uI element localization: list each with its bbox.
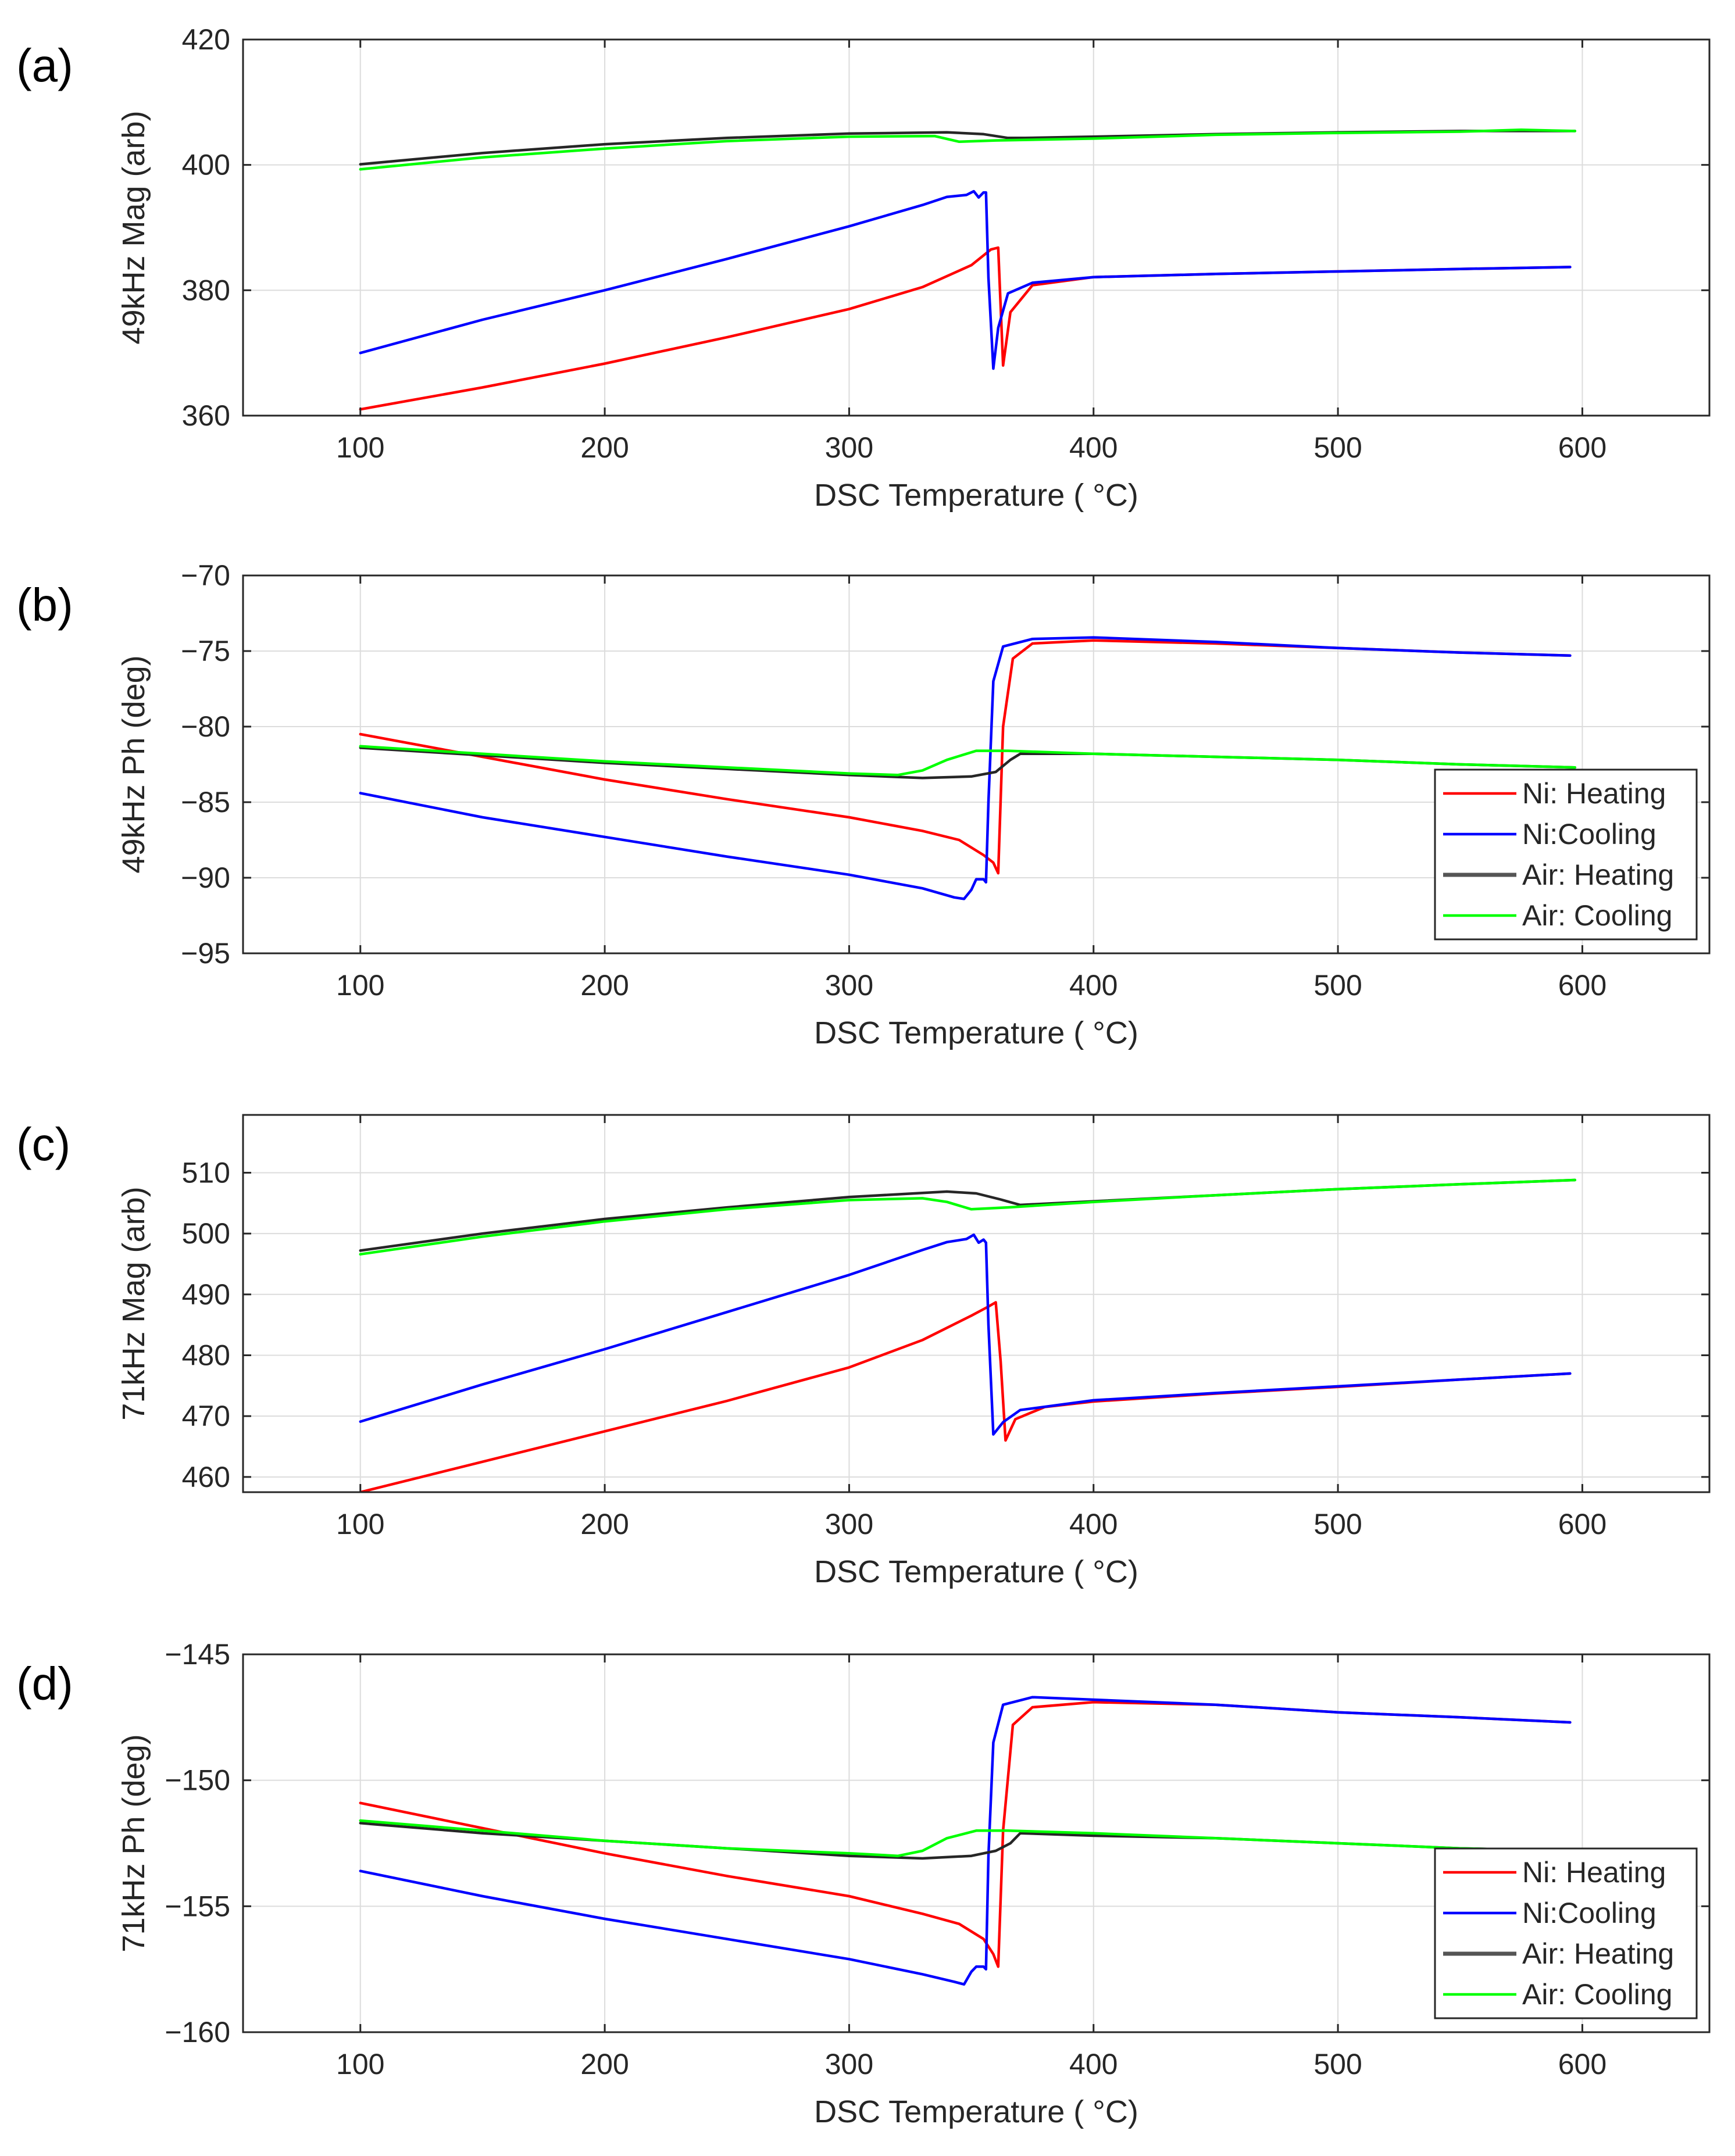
axes-box <box>242 574 1711 954</box>
legend-entry-label: Ni:Cooling <box>1522 1897 1657 1929</box>
x-axis-label: DSC Temperature ( °C) <box>814 2094 1138 2129</box>
panel-label: (b) <box>16 579 73 631</box>
legend-entry-label: Air: Heating <box>1522 1937 1674 1970</box>
x-axis-label: DSC Temperature ( °C) <box>814 1016 1138 1050</box>
y-axis-label: 71kHz Ph (deg) <box>116 1734 151 1952</box>
y-tick-label: 380 <box>182 274 230 306</box>
series-line-air-cooling <box>359 1819 1577 1857</box>
series-group <box>359 1178 1577 1492</box>
legend-entry-label: Air: Cooling <box>1522 1978 1672 2011</box>
y-tick-label: 510 <box>182 1156 230 1189</box>
axes-box <box>242 1653 1711 2033</box>
x-tick-label: 300 <box>825 969 873 1002</box>
x-tick-label: 200 <box>580 1508 629 1540</box>
y-tick-label: 490 <box>182 1278 230 1311</box>
x-axis-label: DSC Temperature ( °C) <box>814 478 1138 513</box>
y-tick-label: 420 <box>182 23 230 56</box>
series-line-air-cooling <box>359 128 1577 171</box>
x-tick-label: 300 <box>825 2048 873 2080</box>
y-tick-label: 500 <box>182 1217 230 1250</box>
x-tick-label: 600 <box>1558 431 1607 464</box>
x-tick-label: 600 <box>1558 2048 1607 2080</box>
y-tick-label: −70 <box>181 559 230 592</box>
y-axis-label: 49kHz Mag (arb) <box>116 110 151 344</box>
x-tick-label: 500 <box>1313 969 1362 1002</box>
x-tick-label: 200 <box>580 2048 629 2080</box>
y-tick-label: −155 <box>165 1890 230 1922</box>
panel-label: (c) <box>16 1118 70 1170</box>
series-line-air-cooling <box>359 1178 1577 1256</box>
x-tick-label: 400 <box>1069 969 1118 1002</box>
y-tick-label: 480 <box>182 1339 230 1371</box>
series-line-ni-cooling <box>359 1233 1572 1436</box>
y-tick-label: −85 <box>181 786 230 818</box>
x-tick-label: 300 <box>825 431 873 464</box>
panel-label: (d) <box>16 1658 73 1710</box>
y-tick-label: −80 <box>181 710 230 743</box>
x-tick-label: 600 <box>1558 969 1607 1002</box>
series-group <box>359 1696 1577 1986</box>
y-tick-label: 470 <box>182 1400 230 1432</box>
legend-entry-label: Air: Heating <box>1522 859 1674 891</box>
x-tick-label: 200 <box>580 969 629 1002</box>
plot-area <box>243 40 1709 416</box>
x-tick-label: 500 <box>1313 1508 1362 1540</box>
x-tick-label: 100 <box>336 431 384 464</box>
y-tick-label: −90 <box>181 861 230 894</box>
legend-box <box>1434 768 1698 941</box>
plot-area <box>243 1115 1709 1492</box>
legend-entry-label: Air: Cooling <box>1522 899 1672 932</box>
legend-entry-label: Ni:Cooling <box>1522 818 1657 850</box>
x-tick-label: 300 <box>825 1508 873 1540</box>
y-tick-label: −150 <box>165 1764 230 1797</box>
y-tick-label: 400 <box>182 149 230 181</box>
x-tick-label: 500 <box>1313 431 1362 464</box>
x-tick-label: 500 <box>1313 2048 1362 2080</box>
series-line-ni-cooling <box>359 636 1572 900</box>
y-tick-label: 360 <box>182 399 230 432</box>
series-line-air-cooling <box>359 745 1577 777</box>
legend: Ni: Heating Ni:Cooling Air: Heating Air: Co… <box>1434 768 1698 941</box>
y-tick-label: 460 <box>182 1461 230 1493</box>
y-tick-label: −160 <box>165 2016 230 2048</box>
x-tick-label: 400 <box>1069 431 1118 464</box>
x-tick-label: 600 <box>1558 1508 1607 1540</box>
panel-d: 100 200 300 400 500 600 −160 −155 −150 −145 DSC Te… <box>16 1638 1711 2129</box>
series-line-ni-cooling <box>359 1696 1572 1986</box>
y-tick-label: −145 <box>165 1638 230 1671</box>
series-line-ni-cooling <box>359 190 1572 370</box>
x-tick-label: 100 <box>336 1508 384 1540</box>
y-tick-label: −75 <box>181 635 230 667</box>
legend-box <box>1434 1847 1698 2019</box>
x-tick-label: 200 <box>580 431 629 464</box>
series-group <box>359 128 1577 411</box>
panel-c: 100 200 300 400 500 600 460 470 480 490 500 510 DSC … <box>16 1114 1711 1589</box>
axes-box <box>242 1114 1711 1493</box>
legend: Ni: Heating Ni:Cooling Air: Heating Air: Co… <box>1434 1847 1698 2019</box>
series-group <box>359 636 1577 900</box>
x-tick-label: 100 <box>336 2048 384 2080</box>
legend-entry-label: Ni: Heating <box>1522 777 1666 810</box>
panel-b: 100 200 300 400 500 600 −95 −90 −85 −80 −75 −70 DSC … <box>16 559 1711 1050</box>
x-tick-label: 100 <box>336 969 384 1002</box>
y-axis-label: 71kHz Mag (arb) <box>116 1186 151 1420</box>
x-tick-label: 400 <box>1069 2048 1118 2080</box>
axes-box <box>242 38 1711 417</box>
y-tick-label: −95 <box>181 937 230 970</box>
y-axis-label: 49kHz Ph (deg) <box>116 655 151 873</box>
panel-a: 100 200 300 400 500 600 360 380 400 420 DSC Temper… <box>16 23 1711 513</box>
panel-label: (a) <box>16 40 73 91</box>
x-axis-label: DSC Temperature ( °C) <box>814 1554 1138 1589</box>
legend-entry-label: Ni: Heating <box>1522 1856 1666 1889</box>
x-tick-label: 400 <box>1069 1508 1118 1540</box>
